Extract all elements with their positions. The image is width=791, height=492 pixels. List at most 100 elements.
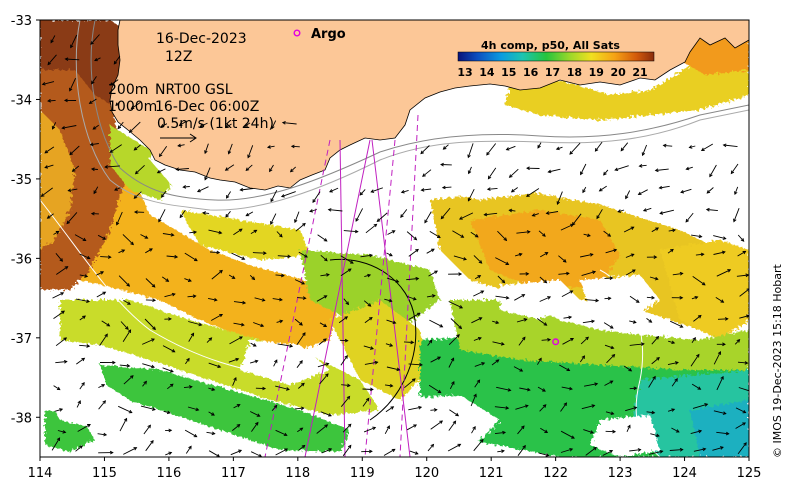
- current-vector: [689, 145, 696, 148]
- current-vector-head: [697, 386, 702, 390]
- current-vector: [494, 431, 506, 435]
- current-vector: [340, 396, 350, 407]
- current-vector: [408, 406, 422, 411]
- current-vector: [343, 230, 358, 233]
- current-vector: [408, 249, 419, 257]
- current-vector-head: [208, 337, 213, 341]
- current-vector: [532, 213, 539, 217]
- current-vector-head: [94, 57, 98, 62]
- current-vector: [297, 297, 306, 299]
- current-vector: [497, 275, 505, 284]
- current-vector: [228, 358, 239, 363]
- current-vector-head: [143, 380, 147, 385]
- current-vector: [735, 407, 746, 414]
- current-vector: [122, 234, 134, 245]
- current-vector: [233, 228, 243, 236]
- current-vector-head: [486, 187, 491, 191]
- current-vector-head: [389, 343, 394, 347]
- current-vector: [54, 408, 63, 412]
- current-vector: [716, 269, 731, 277]
- current-vector-head: [166, 410, 171, 415]
- current-vector: [290, 166, 297, 173]
- current-vector-head: [396, 367, 401, 372]
- current-vector-head: [722, 236, 727, 240]
- current-vector-head: [90, 167, 95, 172]
- current-vector-head: [671, 340, 676, 345]
- current-vector-head: [90, 41, 94, 45]
- current-vector: [110, 144, 122, 153]
- current-vector-head: [115, 221, 120, 226]
- current-vector-head: [149, 248, 153, 252]
- current-vector-head: [566, 367, 571, 372]
- current-vector: [517, 425, 525, 435]
- current-vector-head: [40, 193, 45, 197]
- current-vector-head: [324, 424, 329, 428]
- current-vector-head: [391, 230, 396, 234]
- current-vector-head: [508, 208, 513, 213]
- current-vector-head: [580, 171, 584, 176]
- current-vector: [730, 163, 739, 174]
- current-vector: [188, 321, 202, 326]
- current-vector-head: [294, 219, 298, 224]
- y-tick-label: -36: [11, 252, 32, 267]
- sst-patch-far-east: [660, 240, 749, 340]
- current-vector: [319, 322, 327, 327]
- current-vector-head: [79, 445, 83, 449]
- current-vector: [539, 276, 547, 284]
- current-vector-head: [93, 190, 97, 195]
- cloud-gap-7: [240, 340, 330, 385]
- current-vector-head: [202, 211, 206, 215]
- current-vector: [116, 211, 123, 225]
- current-vector: [620, 142, 629, 151]
- current-vector: [90, 143, 99, 146]
- current-vector-head: [192, 294, 197, 299]
- current-vector: [624, 365, 632, 372]
- current-vector: [580, 336, 589, 345]
- x-tick-label: 120: [414, 466, 439, 481]
- current-vector-head: [388, 298, 393, 303]
- current-vector-head: [125, 326, 129, 330]
- current-vector-head: [631, 269, 636, 273]
- current-vector: [202, 212, 210, 214]
- arrow-scale-label: 0.5m/s (1kt 24h): [157, 116, 274, 132]
- current-vector: [79, 344, 90, 347]
- current-vector: [387, 230, 396, 235]
- current-vector-head: [262, 386, 267, 391]
- current-vector-head: [635, 299, 640, 303]
- current-vector-head: [442, 146, 447, 150]
- current-vector: [385, 406, 394, 413]
- current-vector-head: [655, 335, 660, 340]
- current-vector-head: [218, 230, 223, 235]
- current-vector-head: [130, 105, 135, 110]
- current-vector-head: [158, 218, 162, 223]
- current-vector: [208, 229, 222, 234]
- current-vector-head: [255, 421, 259, 426]
- current-vector-head: [168, 317, 172, 321]
- current-vector-head: [103, 432, 108, 437]
- current-vector-head: [367, 303, 372, 307]
- current-vector-head: [51, 125, 56, 130]
- current-vector: [309, 209, 317, 212]
- current-vector-head: [415, 276, 420, 281]
- current-vector-head: [158, 153, 163, 158]
- current-vector: [162, 345, 175, 353]
- current-vector: [511, 187, 518, 193]
- current-vector-head: [502, 430, 507, 435]
- colorbar: 4h comp, p50, All Sats 13 14 15 16 17 18 19 20 2…: [457, 39, 655, 79]
- current-vector-head: [656, 356, 660, 361]
- current-vector-head: [410, 340, 415, 345]
- current-vector-head: [543, 279, 548, 284]
- current-vector: [129, 121, 141, 133]
- colorbar-tick-label: 14: [479, 66, 495, 79]
- current-vector-head: [610, 411, 615, 416]
- current-vector: [271, 120, 277, 129]
- track-1-solid: [339, 139, 346, 457]
- current-vector-head: [56, 386, 61, 391]
- current-vector: [231, 252, 245, 260]
- current-vector: [159, 145, 168, 157]
- current-vector: [400, 209, 408, 218]
- current-vector-head: [510, 189, 515, 193]
- current-vector-head: [670, 248, 674, 253]
- credit-text: © IMOS 19-Dec-2023 15:18 Hobart: [771, 263, 784, 458]
- argo-float-marker[interactable]: [552, 338, 560, 346]
